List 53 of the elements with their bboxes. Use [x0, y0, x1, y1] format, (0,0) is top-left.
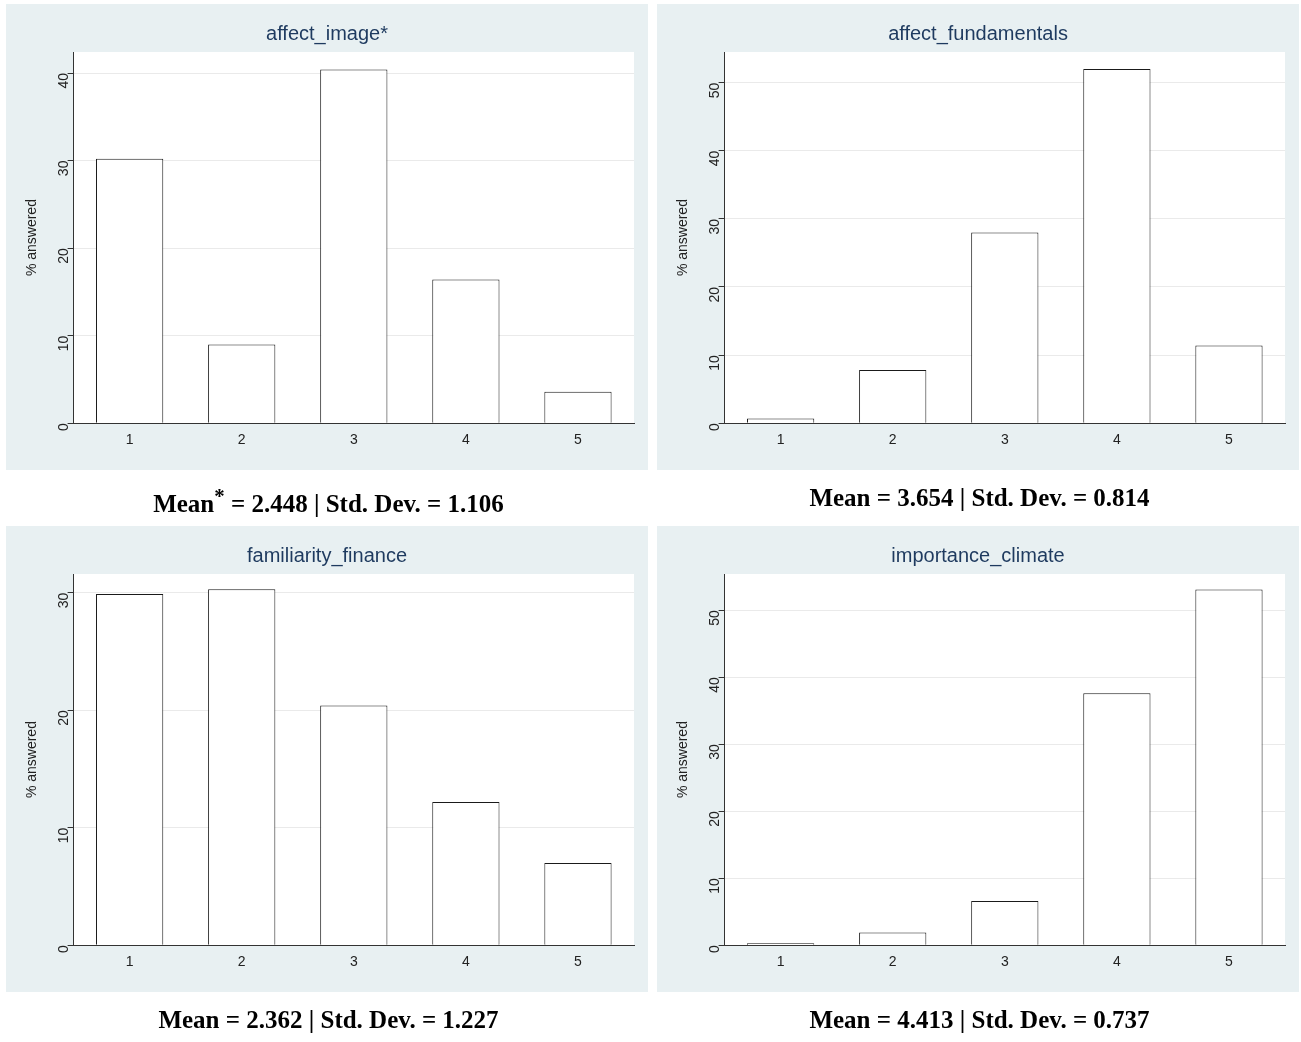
y-tick-label: 10 — [55, 335, 72, 352]
y-axis-title: % answered — [674, 721, 691, 799]
y-tick-label: 50 — [706, 609, 723, 626]
y-tick-label: 30 — [706, 218, 723, 235]
x-tick-label: 1 — [125, 953, 134, 970]
chart-title: familiarity_finance — [246, 543, 408, 567]
chart-title: affect_fundamentals — [888, 21, 1068, 45]
x-tick-label: 1 — [776, 431, 785, 448]
y-axis-title: % answered — [23, 721, 40, 799]
text: Mean = 2.362 | Std. Dev. = 1.227 — [157, 1006, 500, 1034]
y-tick-label: 10 — [55, 827, 72, 844]
y-tick-label: 20 — [55, 710, 72, 726]
x-tick-label: 5 — [574, 953, 583, 970]
y-tick-label: 40 — [55, 72, 72, 89]
y-tick-label: 0 — [55, 945, 72, 953]
x-tick-label: 3 — [1000, 431, 1009, 448]
y-tick-label: 0 — [706, 945, 723, 953]
x-tick-label: 4 — [461, 431, 470, 448]
y-tick-label: 40 — [706, 150, 723, 167]
x-tick-label: 5 — [574, 431, 583, 448]
text: Mean = 4.413 | Std. Dev. = 0.737 — [808, 1006, 1151, 1034]
x-tick-label: 4 — [1112, 431, 1121, 448]
y-tick-label: 10 — [706, 354, 723, 371]
y-tick-label: 20 — [706, 286, 723, 303]
x-tick-label: 5 — [1225, 953, 1234, 970]
y-tick-label: 20 — [706, 810, 723, 827]
y-tick-label: 50 — [706, 82, 723, 99]
y-tick-label: 40 — [706, 676, 723, 693]
chart-title: importance_climate — [891, 543, 1065, 567]
x-tick-label: 2 — [888, 953, 897, 970]
x-tick-label: 1 — [776, 953, 785, 970]
y-tick-label: 30 — [706, 743, 723, 760]
x-tick-label: 3 — [349, 431, 358, 448]
chart-title: affect_image* — [266, 21, 389, 45]
x-tick-label: 2 — [237, 953, 246, 970]
text: Mean = 3.654 | Std. Dev. = 0.814 — [808, 484, 1151, 512]
y-tick-label: 0 — [706, 423, 723, 431]
x-tick-label: 4 — [461, 953, 470, 970]
text: Mean$^{*}$ = 2.448 | Std. Dev. = 1.106 — [152, 484, 505, 519]
x-tick-label: 3 — [349, 953, 358, 970]
y-tick-label: 30 — [55, 160, 72, 177]
y-tick-label: 10 — [706, 877, 723, 894]
x-tick-label: 1 — [125, 431, 134, 448]
y-tick-label: 0 — [55, 423, 72, 431]
x-tick-label: 2 — [237, 431, 246, 448]
y-axis-title: % answered — [674, 199, 691, 277]
x-tick-label: 4 — [1112, 953, 1121, 970]
x-tick-label: 5 — [1225, 431, 1234, 448]
x-tick-label: 3 — [1000, 953, 1009, 970]
x-tick-label: 2 — [888, 431, 897, 448]
y-tick-label: 20 — [55, 247, 72, 264]
y-axis-title: % answered — [23, 199, 40, 277]
y-tick-label: 30 — [55, 592, 72, 609]
